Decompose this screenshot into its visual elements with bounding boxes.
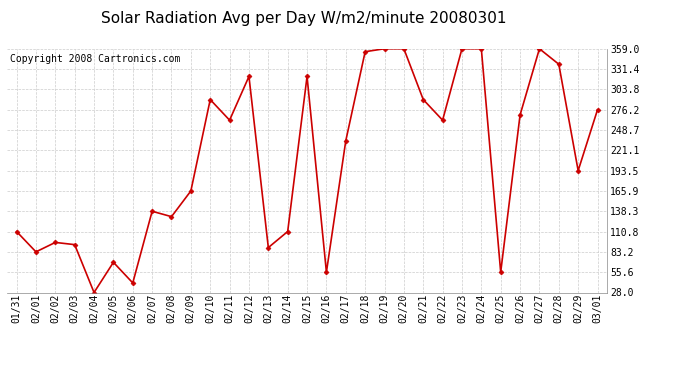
Text: Copyright 2008 Cartronics.com: Copyright 2008 Cartronics.com: [10, 54, 180, 64]
Text: Solar Radiation Avg per Day W/m2/minute 20080301: Solar Radiation Avg per Day W/m2/minute …: [101, 11, 506, 26]
